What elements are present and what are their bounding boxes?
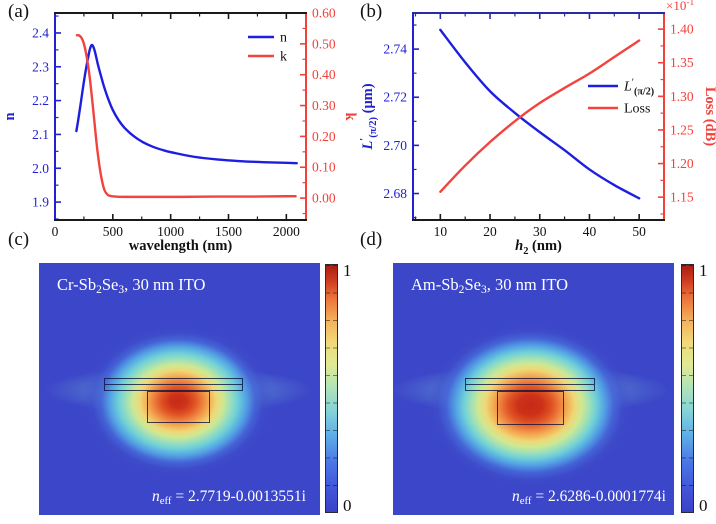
series-curve-loss xyxy=(439,39,641,193)
y-right-tick-label: 0.40 xyxy=(312,67,336,82)
colorbar-c-min-label: 0 xyxy=(343,496,352,515)
x-tick-label: 30 xyxy=(533,224,547,239)
mode-panel-title: Am-Sb2Se3, 30 nm ITO xyxy=(411,275,569,297)
legend: L′(π/2) Loss xyxy=(588,78,654,117)
y-left-axis-label: n xyxy=(2,112,18,120)
y-right-tick-label: 1.40 xyxy=(670,22,694,37)
colorbar-d-min-label: 0 xyxy=(699,496,708,515)
mode-field-panel-crystalline: Cr-Sb2Se3, 30 nm ITO neff = 2.7719-0.001… xyxy=(39,263,320,515)
y-left-tick-label: 2.74 xyxy=(383,42,407,57)
y-right-tick-label: 0.50 xyxy=(312,36,336,51)
x-tick-label: 0 xyxy=(52,224,59,239)
legend-label: n xyxy=(280,31,287,46)
y-left-tick-label: 2.70 xyxy=(383,138,407,153)
y-left-tick-label: 2.1 xyxy=(32,127,49,142)
colorbar-d xyxy=(681,264,694,513)
mode-hotspot xyxy=(39,263,320,515)
y-right-tick-label: 0.60 xyxy=(312,6,336,21)
mode-field-panel-amorphous: Am-Sb2Se3, 30 nm ITO neff = 2.6286-0.000… xyxy=(393,263,674,515)
y-right-axis-label: k xyxy=(342,112,358,121)
legend-label: L′(π/2) xyxy=(623,78,654,98)
y-right-tick-label: 1.15 xyxy=(670,190,694,205)
y-right-tick-label: 0.30 xyxy=(312,98,336,113)
legend-label: Loss xyxy=(624,102,650,117)
x-tick-label: 50 xyxy=(632,224,646,239)
x-tick-label: 20 xyxy=(483,224,497,239)
y-right-tick-label: 1.35 xyxy=(670,55,694,70)
chart-length-loss-vs-h2: 10 20 30 40 50 2.68 2.70 2.72 2.74 1.15 1.20 1.25 1.… xyxy=(359,0,716,257)
y-right-tick-label: 0.00 xyxy=(312,191,336,206)
panel-label-a: (a) xyxy=(8,1,30,22)
slab-layer-outline xyxy=(105,379,242,385)
legend: nk xyxy=(248,31,287,65)
x-axis-label: wavelength (nm) xyxy=(129,238,233,254)
colorbar-c xyxy=(325,264,338,513)
mode-hotspot xyxy=(393,263,674,515)
slab-ito-outline xyxy=(104,378,243,391)
waveguide-core-outline xyxy=(147,391,210,423)
ito-layer-outline xyxy=(466,385,594,391)
y-left-tick-label: 2.2 xyxy=(32,93,49,108)
y-left-tick-label: 2.0 xyxy=(32,161,49,176)
x-tick-label: 10 xyxy=(434,224,448,239)
y-left-axis-label: L′(π/2) (μm) xyxy=(359,83,379,150)
x-tick-label: 1000 xyxy=(157,224,184,239)
y-left-tick-label: 2.72 xyxy=(383,90,407,105)
y-right-tick-label: 1.20 xyxy=(670,156,694,171)
right-axis-offset-label: ×10-1 xyxy=(666,0,694,13)
series-curve-k xyxy=(75,34,297,199)
slab-layer-outline xyxy=(466,379,594,385)
series-curve-n xyxy=(75,43,298,165)
legend-label: k xyxy=(280,50,287,65)
chart-nk-vs-wavelength: 0 500 1000 1500 2000 1.9 2.0 2.1 2.2 2.3 2.4 0.00 0.… xyxy=(2,6,358,255)
y-left-tick-label: 2.4 xyxy=(32,25,49,40)
series-curve-l-pi-2- xyxy=(439,28,641,200)
ito-layer-outline xyxy=(105,385,242,391)
panel-label-b: (b) xyxy=(360,1,383,22)
x-axis-label: h2 (nm) xyxy=(515,238,562,257)
y-right-axis-label: Loss (dB) xyxy=(702,87,716,146)
colorbar-d-max-label: 1 xyxy=(699,261,708,280)
y-right-tick-label: 0.20 xyxy=(312,129,336,144)
panel-label-c: (c) xyxy=(8,229,30,250)
y-right-tick-label: 1.30 xyxy=(670,89,694,104)
x-tick-label: 40 xyxy=(583,224,597,239)
colorbar-c-max-label: 1 xyxy=(343,261,352,280)
x-tick-label: 500 xyxy=(103,224,124,239)
neff-value: neff = 2.7719-0.0013551i xyxy=(151,487,306,507)
waveguide-core-outline xyxy=(497,391,564,425)
x-tick-label: 1500 xyxy=(215,224,242,239)
y-left-tick-label: 2.68 xyxy=(383,186,407,201)
slab-ito-outline xyxy=(465,378,595,391)
y-right-tick-label: 0.10 xyxy=(312,160,336,175)
y-left-tick-label: 1.9 xyxy=(32,195,49,210)
neff-value: neff = 2.6286-0.0001774i xyxy=(511,487,666,507)
x-tick-label: 2000 xyxy=(273,224,300,239)
panel-label-d: (d) xyxy=(360,229,383,250)
y-left-tick-label: 2.3 xyxy=(32,59,49,74)
y-right-tick-label: 1.25 xyxy=(670,122,694,137)
mode-panel-title: Cr-Sb2Se3, 30 nm ITO xyxy=(57,275,206,297)
